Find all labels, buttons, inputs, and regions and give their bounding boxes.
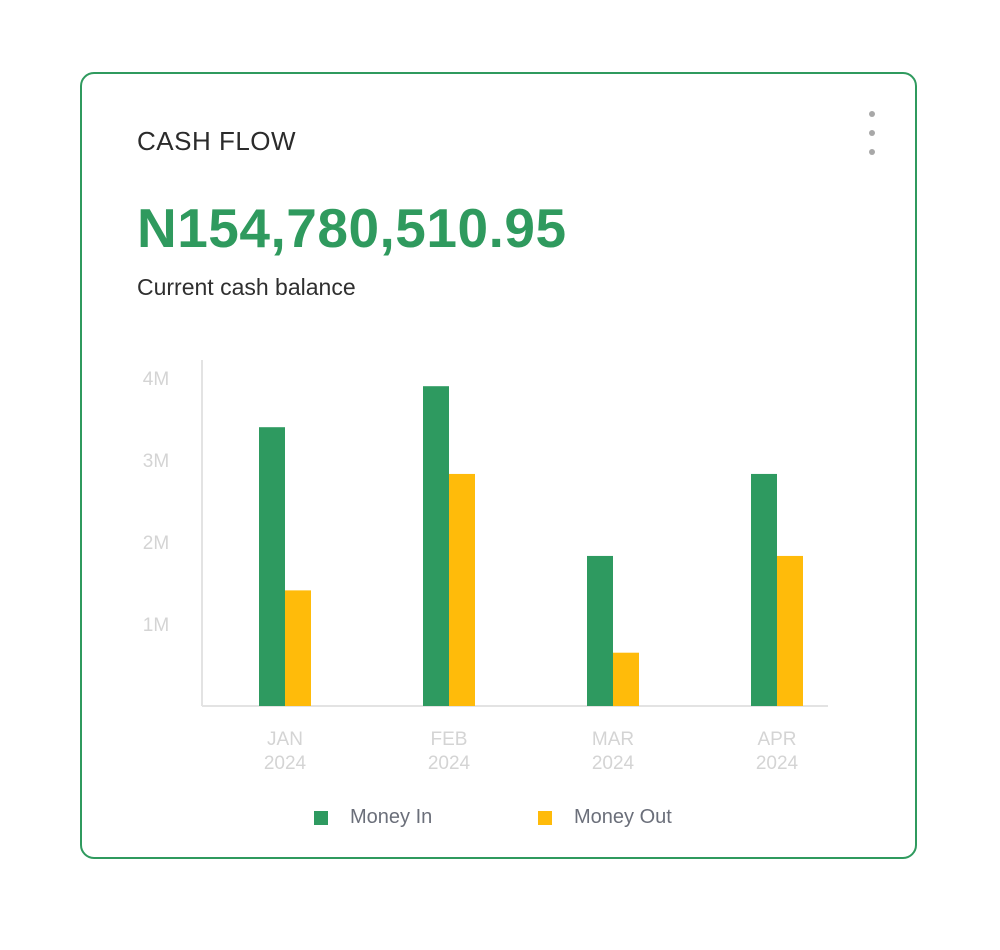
x-tick-label-year: 2024: [756, 753, 799, 774]
cash-balance-amount: N154,780,510.95: [137, 197, 567, 259]
y-tick-label: 4M: [143, 369, 169, 390]
legend-label-money-out: Money Out: [574, 806, 672, 828]
bar-money-out-apr: [777, 555, 803, 706]
y-tick-label: 2M: [143, 533, 169, 554]
y-tick-label: 3M: [143, 451, 169, 472]
bar-money-out-mar: [613, 652, 639, 706]
x-tick-label-year: 2024: [592, 753, 635, 774]
legend-item-money-out: Money Out: [538, 806, 672, 829]
bar-money-in-apr: [751, 473, 777, 706]
bar-money-in-jan: [259, 427, 285, 706]
menu-dot: [869, 130, 875, 136]
bar-money-in-feb: [423, 386, 449, 706]
x-tick-label-month: APR: [757, 729, 796, 750]
legend-swatch-money-in: [314, 810, 328, 825]
x-tick-label-month: FEB: [431, 729, 468, 750]
cash-flow-card: CASH FLOW N154,780,510.95 Current cash b…: [80, 72, 917, 859]
x-tick-label-month: JAN: [267, 729, 303, 750]
card-title: CASH FLOW: [137, 126, 297, 156]
menu-dot: [869, 149, 875, 155]
legend-swatch-money-out: [538, 810, 552, 825]
menu-dot: [869, 111, 875, 117]
cash-flow-chart: 1M 2M 3M 4M JAN 2024 FEB 2024 MAR 2024 APR 2024: [143, 360, 828, 774]
x-tick-label-year: 2024: [428, 753, 471, 774]
legend-label-money-in: Money In: [350, 806, 433, 828]
legend-item-money-in: Money In: [314, 806, 432, 829]
x-tick-label-year: 2024: [264, 753, 307, 774]
bar-money-out-jan: [285, 590, 311, 706]
x-tick-label-month: MAR: [592, 729, 634, 750]
cash-balance-caption: Current cash balance: [137, 274, 356, 300]
more-options-icon[interactable]: [860, 108, 884, 158]
bar-money-out-feb: [449, 473, 475, 706]
bar-money-in-mar: [587, 555, 613, 706]
y-tick-label: 1M: [143, 615, 169, 636]
